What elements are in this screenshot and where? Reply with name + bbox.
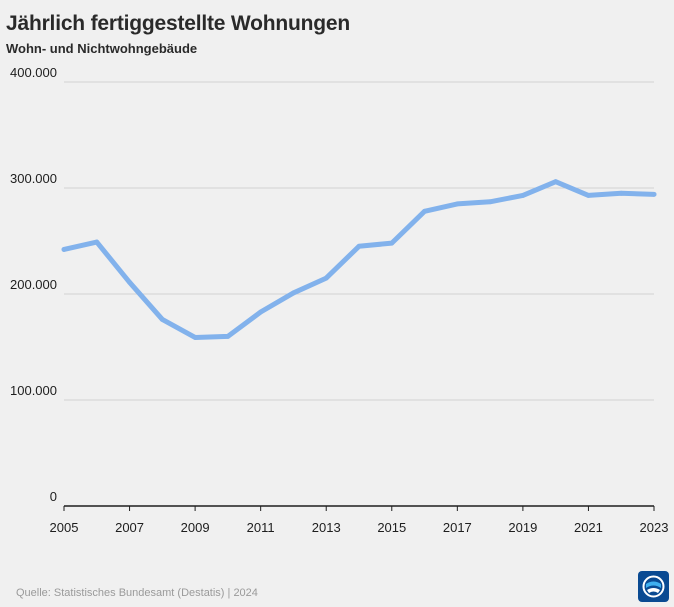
- data-point: [553, 179, 559, 185]
- x-tick-label: 2013: [312, 520, 341, 535]
- logo-icon: [638, 571, 669, 602]
- chart-subtitle: Wohn- und Nichtwohngebäude: [6, 41, 198, 56]
- x-tick-label: 2009: [181, 520, 210, 535]
- data-point: [520, 193, 526, 198]
- y-axis-labels: 0 100.000 200.000 300.000 400.000: [10, 65, 57, 504]
- logo-wave-lower: [647, 588, 660, 593]
- data-point: [422, 208, 427, 214]
- data-point: [487, 199, 493, 205]
- x-tick-label: 2019: [508, 520, 537, 535]
- x-tick-label: 2005: [50, 520, 79, 535]
- logo-ring: [642, 575, 665, 598]
- x-tick-label: 2011: [247, 520, 275, 535]
- y-tick-label: 400.000: [10, 65, 57, 80]
- data-point: [225, 334, 231, 339]
- data-point: [258, 309, 264, 315]
- data-point: [61, 247, 67, 252]
- x-tick-label: 2007: [115, 520, 144, 535]
- data-point: [618, 190, 624, 196]
- data-point: [586, 193, 591, 198]
- data-point: [389, 240, 395, 246]
- broadcaster-logo: [638, 571, 669, 602]
- data-point: [651, 191, 657, 197]
- x-tick-label: 2015: [377, 520, 406, 535]
- data-point: [127, 279, 132, 285]
- source-note: Quelle: Statistisches Bundesamt (Destati…: [16, 587, 258, 599]
- data-point: [323, 275, 329, 281]
- data-point: [192, 335, 198, 340]
- x-axis-labels: 2005 2007 2009 2011 2013 2015 2017 2019 2021 2023: [50, 506, 669, 535]
- x-tick-label: 2023: [640, 520, 669, 535]
- grid-layer: [64, 81, 654, 507]
- y-tick-label: 300.000: [10, 171, 57, 186]
- series-layer: [61, 179, 657, 340]
- x-tick-label: 2017: [443, 520, 472, 535]
- y-tick-label: 0: [50, 489, 57, 504]
- chart-title: Jährlich fertiggestellte Wohnungen: [6, 12, 351, 35]
- data-point: [291, 290, 296, 296]
- y-tick-label: 200.000: [10, 277, 57, 292]
- y-tick-label: 100.000: [10, 383, 57, 398]
- x-tick-label: 2021: [574, 520, 603, 535]
- data-point: [159, 317, 165, 322]
- series-line: [61, 179, 657, 340]
- logo-wave: [646, 581, 661, 588]
- data-point: [94, 239, 100, 245]
- data-point: [454, 201, 460, 207]
- data-point: [356, 243, 362, 249]
